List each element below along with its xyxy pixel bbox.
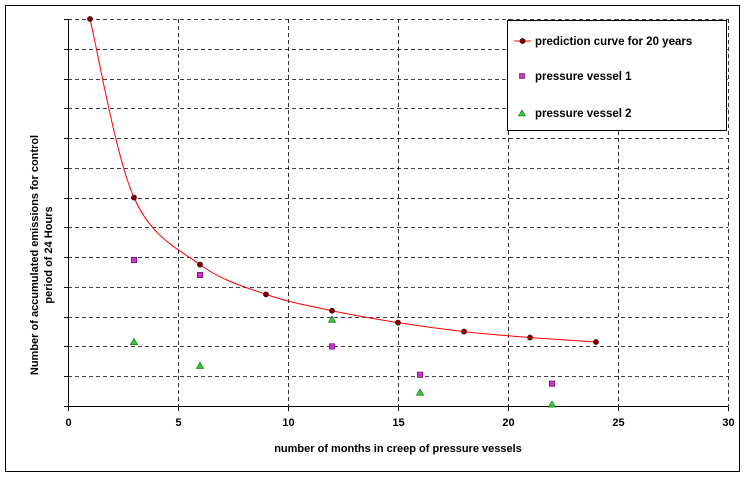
series-0-point-0 [87,16,93,22]
legend-label-vessel-2: pressure vessel 2 [535,108,632,120]
series-0-point-6 [461,328,467,335]
legend-marker-vessel-1 [519,73,525,79]
series-0-point-8 [593,339,599,345]
series-1-point-2 [328,343,335,350]
series-2-point-2 [327,315,337,323]
series-0-point-3 [263,291,269,298]
x-tick-label-6: 30 [722,417,734,429]
legend-marker-vessel-2 [517,109,527,117]
series-1-point-0 [131,257,138,264]
x-tick-label-0: 0 [65,417,71,429]
legend-marker-prediction [519,38,526,44]
series-2-point-1 [195,361,205,369]
series-0-point-4 [329,307,335,314]
x-tick-label-4: 20 [502,417,514,429]
axes-layer [64,19,729,411]
x-tick-label-5: 25 [612,417,624,429]
series-0-point-2 [197,261,203,268]
series-0-point-1 [131,194,137,201]
x-tick-label-1: 5 [175,417,181,429]
x-axis-label: number of months in creep of pressure ve… [274,443,522,455]
x-tick-label-2: 10 [282,417,294,429]
series-0-point-7 [527,334,533,341]
y-axis-label-line2: period of 24 Hours [43,206,55,303]
series-layer [87,16,599,408]
series-2-point-3 [415,388,425,396]
series-1-point-1 [197,272,204,279]
legend-label-prediction: prediction curve for 20 years [535,36,692,48]
legend-box [507,20,727,131]
x-tick-label-3: 15 [392,417,404,429]
legend-label-vessel-1: pressure vessel 1 [535,71,632,83]
y-axis-label-line1: Number of accumulated emissions for cont… [29,135,41,375]
legend: prediction curve for 20 years pressure v… [507,20,727,131]
tick-label-layer: 0 5 10 15 20 25 30 [65,417,734,429]
series-0-point-5 [395,319,401,326]
series-1-point-4 [548,380,555,387]
series-2-point-4 [547,400,557,408]
series-1-point-3 [416,371,423,378]
series-2-point-0 [129,337,139,345]
